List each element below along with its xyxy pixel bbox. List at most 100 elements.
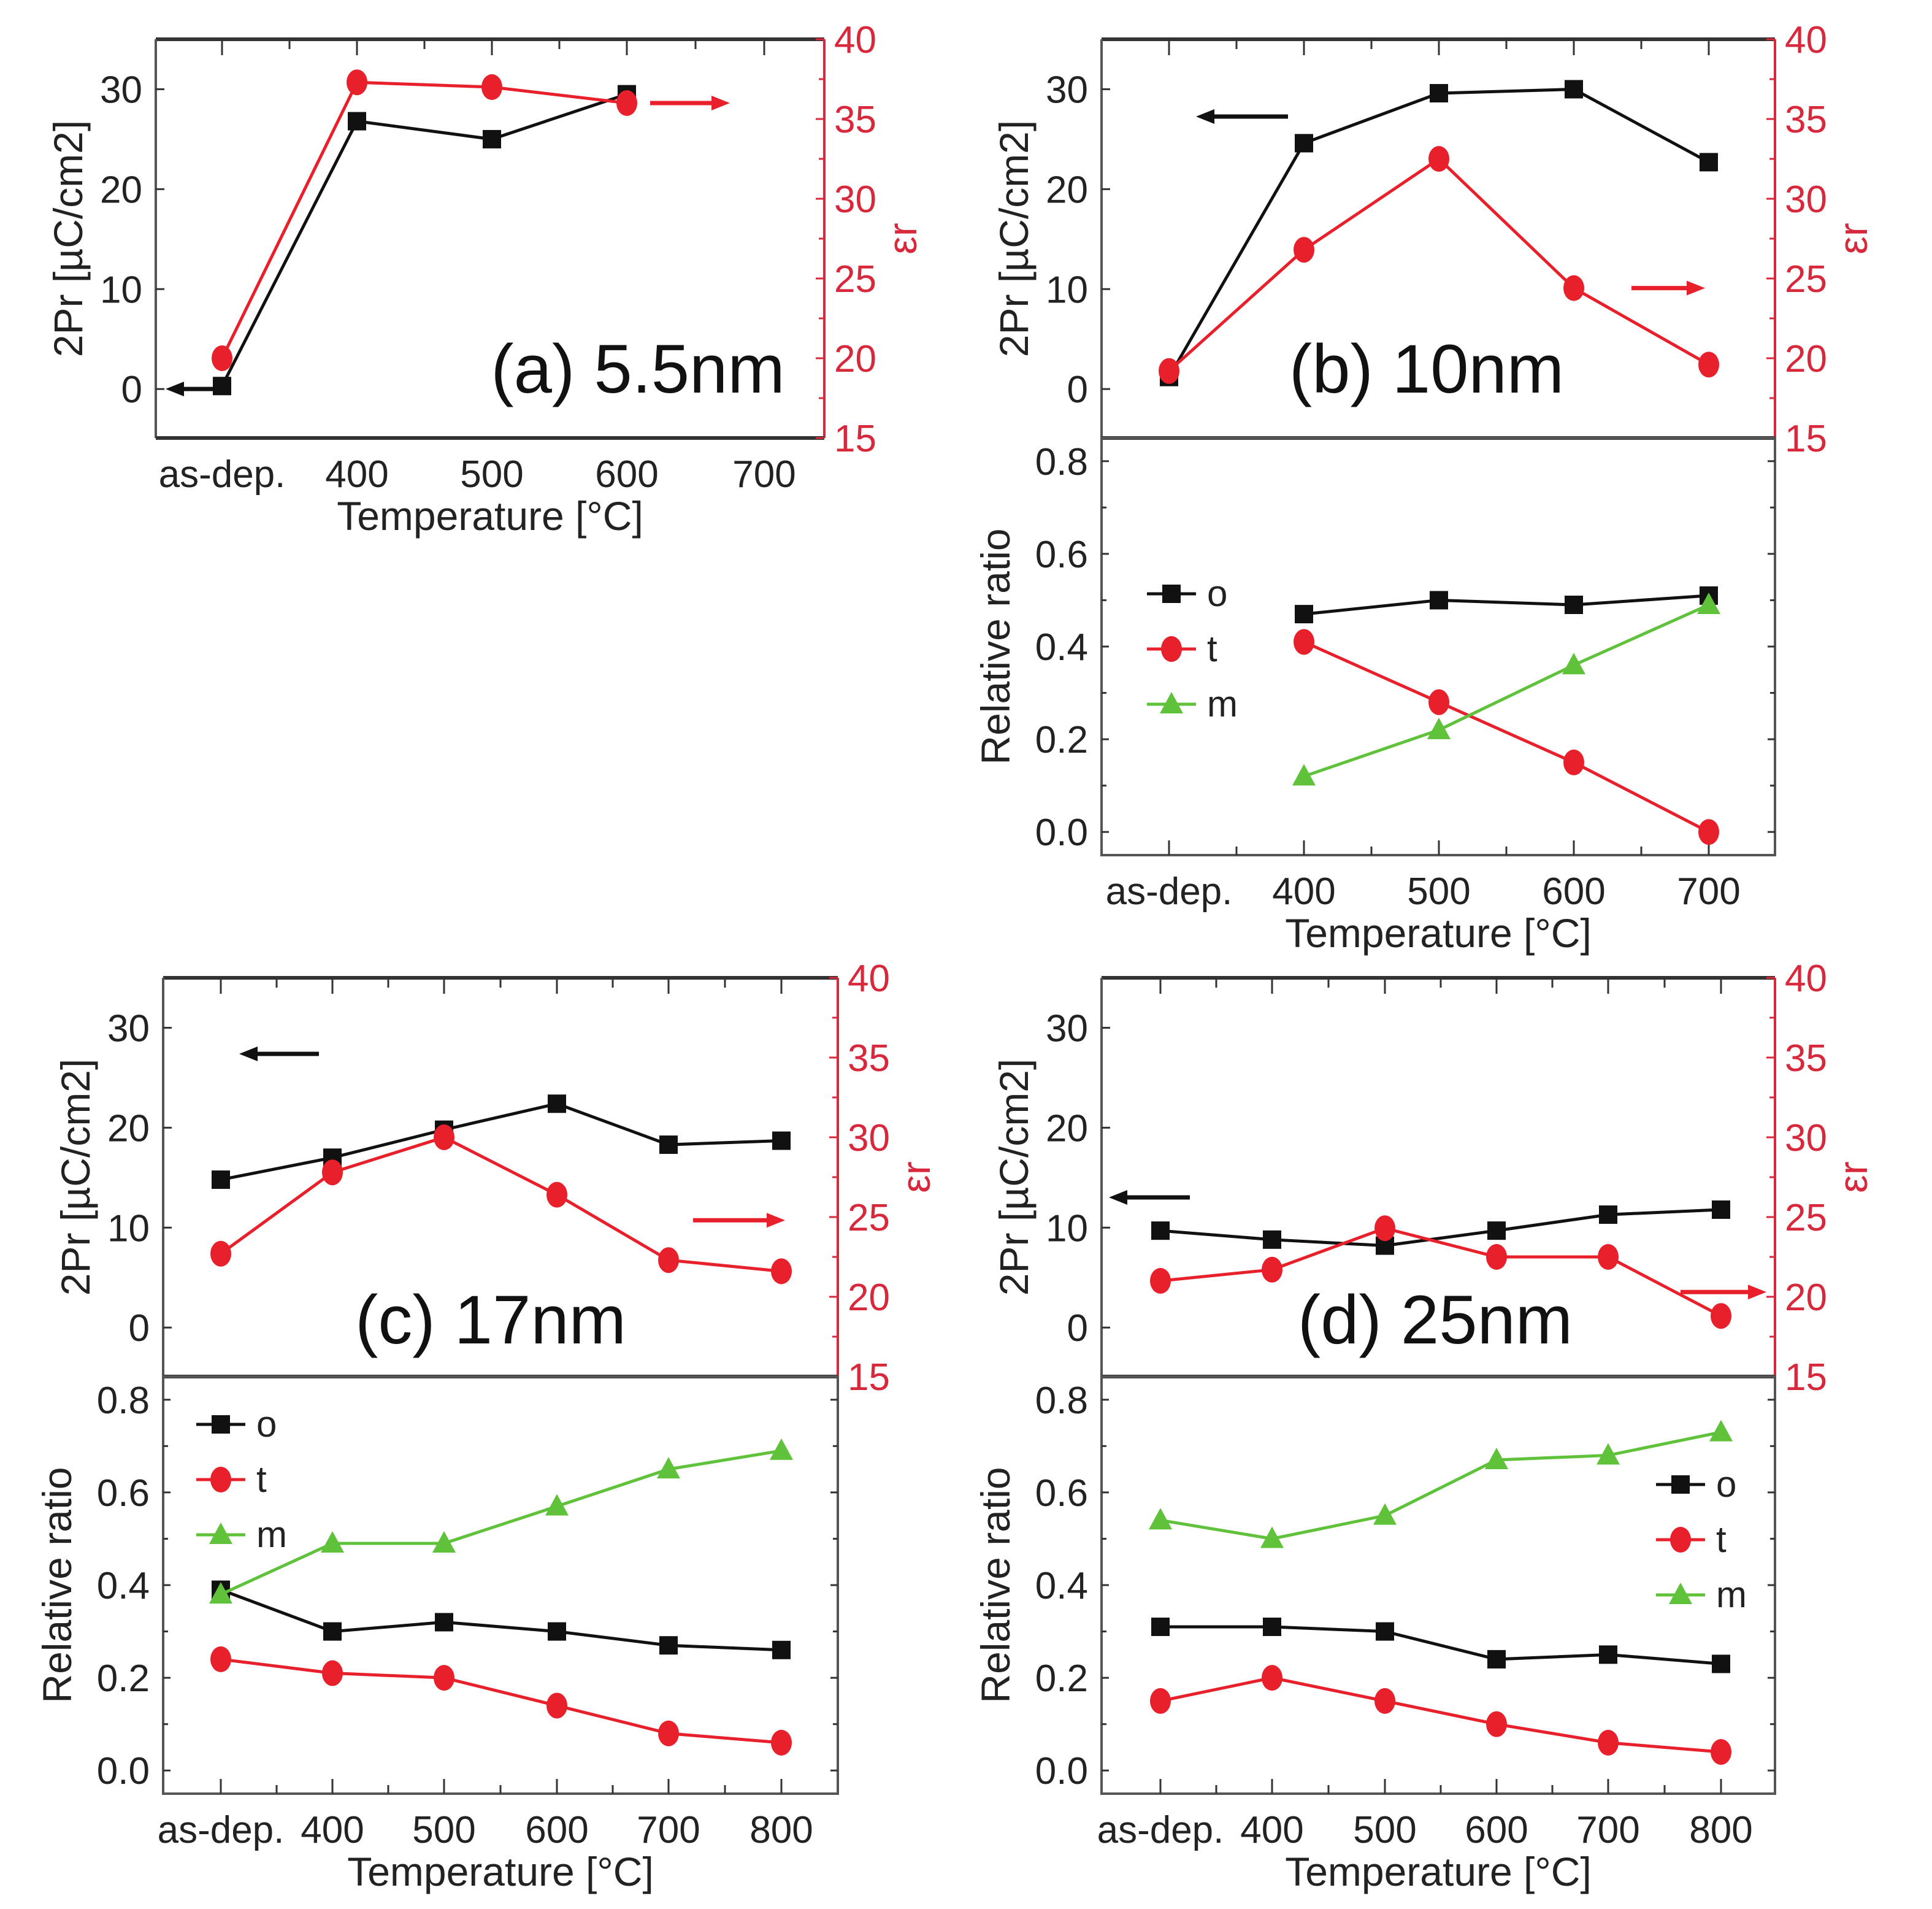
data-point-o [1599,1645,1617,1664]
data-point-m [1373,1503,1397,1525]
series-line-m [220,1449,782,1596]
data-point-2pr [1700,153,1718,172]
y-left-tick-label: 10 [107,1207,150,1250]
x-axis-title: Temperature [°C] [347,1849,654,1894]
legend-item-o: o [1656,1464,1736,1505]
top-plot: 0 10 20 30 15 20 25 30 35 40 2Pr [µC/cm2] εr (c) 17n… [53,958,938,1399]
x-tick-label: 700 [637,1809,700,1851]
legend-label: o [1716,1464,1736,1505]
y-tick-label: 0.0 [97,1750,150,1792]
data-point-t [658,1720,679,1746]
data-point-er [1262,1256,1282,1283]
y-tick-label: 0.0 [1035,812,1088,854]
x-tick-label: 400 [325,453,388,496]
y-right-tick-label: 30 [1785,1117,1827,1159]
x-axis-title: Temperature [°C] [1285,910,1592,956]
y-tick-label: 0.6 [1035,1472,1088,1515]
y-left-tick-label: 20 [107,1107,150,1150]
x-axis-title: Temperature [°C] [337,493,643,539]
legend-label: m [256,1514,287,1555]
y-right-tick-label: 30 [848,1117,890,1159]
data-point-m [432,1531,456,1553]
y-tick-label: 0.4 [1035,1565,1088,1607]
y-right-axis-title: εr [1830,223,1876,254]
y-left-axis-title: 2Pr [µC/cm2] [53,1059,98,1296]
y-right-tick-label: 35 [848,1037,890,1080]
legend-item-t: t [196,1459,267,1500]
y-tick-label: 0.2 [97,1657,150,1700]
panel-d: 0 10 20 30 15 20 25 30 35 40 2Pr [µC/cm2] εr (d) 25n… [973,958,1876,1894]
y-right-tick-label: 15 [848,1356,890,1399]
y-left-tick-label: 30 [107,1007,150,1050]
data-point-o [1430,591,1448,610]
x-tick-label: 400 [1240,1809,1303,1851]
data-point-o [1712,1654,1730,1673]
series-line-m [1303,603,1710,778]
data-point-er [546,1181,567,1208]
data-point-t [1262,1665,1282,1691]
data-point-er [210,1240,231,1267]
data-point-er [481,74,502,100]
bottom-plot: 0.0 0.2 0.4 0.6 0.8 Relative ratio otm [973,437,1776,856]
y-left-tick-label: 30 [100,69,142,111]
panel-label: (a) 5.5nm [491,331,784,407]
legend-marker [209,1523,232,1544]
bottom-plot: 0.0 0.2 0.4 0.6 0.8 Relative ratio otm [34,1375,839,1795]
data-point-2pr [1263,1230,1281,1249]
series-line-t [220,1657,782,1745]
data-point-o [1376,1622,1394,1641]
data-point-m [545,1494,569,1516]
right-arrow-icon [1631,280,1705,296]
x-tick-label: as-dep. [158,1809,285,1851]
arrow-head [239,1047,258,1061]
legend-label: m [1207,683,1238,724]
data-point-o [1487,1650,1506,1669]
data-point-o [548,1622,566,1641]
y-left-tick-label: 10 [1046,269,1088,311]
data-point-2pr [659,1135,678,1154]
data-point-er [434,1124,454,1150]
y-axis-title: Relative ratio [973,528,1018,764]
data-point-t [546,1692,567,1719]
data-point-2pr [1487,1221,1506,1240]
legend-label: t [256,1459,267,1500]
legend-item-m: m [1656,1574,1747,1615]
series-line-er [220,80,627,359]
y-left-tick-label: 20 [1046,1107,1088,1150]
y-tick-label: 0.6 [97,1472,150,1515]
y-tick-label: 0.8 [1035,441,1088,483]
y-right-tick-label: 30 [834,179,876,221]
data-point-o [1295,605,1313,624]
y-right-tick-label: 15 [1785,1356,1827,1399]
y-right-tick-label: 25 [1785,1197,1827,1239]
data-point-er [1698,351,1719,378]
legend-item-o: o [1147,573,1227,614]
y-left-tick-label: 10 [100,269,142,311]
data-point-t [1428,689,1449,715]
legend-marker [212,1415,230,1434]
data-point-m [1149,1508,1172,1530]
data-point-2pr [548,1094,566,1113]
legend-item-t: t [1147,628,1217,669]
series-line-2pr [220,1102,782,1181]
data-point-m [209,1582,232,1604]
series-line-m [1160,1431,1722,1540]
data-point-m [1709,1419,1733,1442]
y-right-tick-label: 20 [1785,1277,1827,1319]
y-right-axis-title: εr [880,223,925,254]
data-point-t [1374,1688,1395,1714]
y-left-tick-label: 30 [1046,69,1088,111]
y-right-tick-label: 40 [1785,19,1827,61]
y-axis-title: Relative ratio [34,1467,80,1703]
y-right-tick-label: 40 [834,19,876,61]
y-tick-label: 0.8 [97,1380,150,1422]
y-left-tick-label: 20 [100,169,142,211]
data-point-o [659,1636,678,1655]
series-line-2pr [1160,1208,1722,1248]
data-point-m [770,1438,793,1460]
data-point-t [771,1729,792,1756]
y-right-tick-label: 20 [1785,338,1827,380]
y-left-axis-title: 2Pr [µC/cm2] [991,120,1037,357]
data-point-er [1428,146,1449,172]
series-line-2pr [220,93,627,387]
